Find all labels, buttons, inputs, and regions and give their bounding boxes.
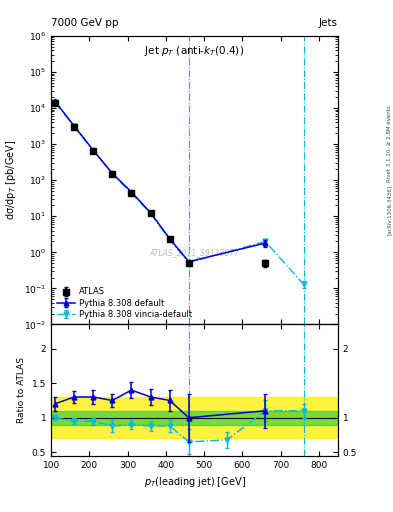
Y-axis label: dσ/dp$_T$ [pb/GeV]: dσ/dp$_T$ [pb/GeV]	[4, 140, 18, 220]
Text: ATLAS_2011_S9128077: ATLAS_2011_S9128077	[149, 248, 240, 257]
Text: [arXiv:1306.3436]: [arXiv:1306.3436]	[387, 185, 392, 235]
Text: 7000 GeV pp: 7000 GeV pp	[51, 18, 119, 28]
X-axis label: $p_T$(leading jet) [GeV]: $p_T$(leading jet) [GeV]	[143, 475, 246, 489]
Text: Jet $p_T$ (anti-$k_T$(0.4)): Jet $p_T$ (anti-$k_T$(0.4))	[145, 45, 244, 58]
Y-axis label: Ratio to ATLAS: Ratio to ATLAS	[17, 357, 26, 423]
Text: Jets: Jets	[319, 18, 338, 28]
Text: Rivet 3.1.10, ≥ 2.8M events: Rivet 3.1.10, ≥ 2.8M events	[387, 105, 392, 182]
Legend: ATLAS, Pythia 8.308 default, Pythia 8.308 vincia-default: ATLAS, Pythia 8.308 default, Pythia 8.30…	[55, 286, 193, 321]
